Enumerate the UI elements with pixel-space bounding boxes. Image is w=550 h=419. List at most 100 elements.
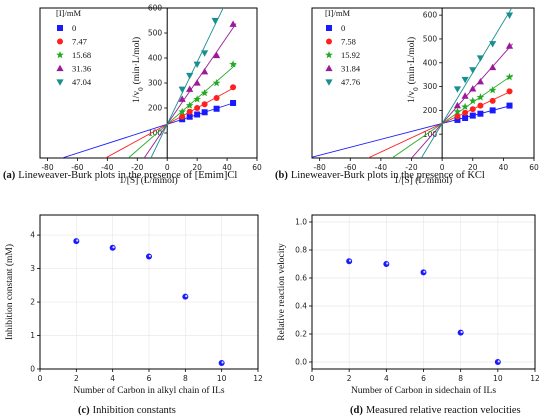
data-point [489, 97, 496, 104]
y-tick-label: 400 [423, 58, 438, 67]
data-point [476, 78, 485, 85]
caption-letter: (d) [350, 405, 363, 416]
x-axis-label: Number of Carbon in sidechain of ILs [351, 385, 496, 396]
legend-label: 15.68 [72, 50, 91, 60]
legend-marker [57, 25, 63, 31]
fit-line-4 [150, 8, 224, 158]
data-point [454, 116, 461, 123]
data-point-highlight [221, 361, 224, 364]
caption-text: Measured relative reaction velocities [366, 405, 521, 416]
fit-line-4 [420, 8, 513, 158]
data-point [178, 107, 186, 115]
data-point [186, 113, 193, 120]
legend-marker [56, 64, 64, 72]
y-tick-label: 100 [423, 130, 438, 139]
x-axis-label: Number of Carbon in alkyl chain of ILs [73, 385, 224, 396]
x-tick-label: 2 [347, 374, 352, 383]
data-point [179, 113, 186, 120]
x-tick-label: 4 [110, 374, 115, 383]
x-tick-label: -80 [41, 163, 53, 172]
x-tick-label: 20 [192, 163, 202, 172]
y-tick-label: 0.0 [295, 358, 307, 367]
x-tick-label: 8 [458, 374, 463, 383]
legend-title: [I]/mM [325, 8, 350, 18]
data-point [469, 85, 477, 92]
data-point [476, 93, 485, 101]
data-point [194, 111, 201, 118]
legend: [I]/mM 0 7.58 15.92 31.84 47.76 [325, 8, 361, 87]
data-point [194, 105, 201, 111]
data-point [489, 41, 497, 48]
x-axis-label: 1/[S] (L/mmol) [119, 175, 177, 186]
x-tick-label: -40 [375, 163, 387, 172]
data-point [461, 102, 469, 111]
data-point [178, 95, 186, 102]
y-tick-label: 300 [148, 79, 163, 88]
data-point [462, 109, 469, 116]
x-tick-label: 10 [493, 374, 503, 383]
legend-marker [56, 79, 64, 86]
data-point-highlight [148, 254, 151, 258]
data-point [488, 86, 497, 94]
data-point-highlight [497, 360, 500, 363]
y-axis-label-sub: 0 [412, 87, 420, 91]
data-point [469, 67, 477, 74]
data-point-highlight [386, 262, 389, 265]
y-tick-label: 0.4 [295, 302, 307, 311]
data-point [476, 55, 485, 62]
data-point [506, 102, 513, 109]
data-point [453, 101, 462, 109]
y-tick-label: 200 [423, 106, 438, 115]
x-tick-label: 2 [74, 374, 79, 383]
x-tick-label: 20 [468, 163, 478, 172]
y-tick-label: 300 [423, 82, 438, 91]
legend-label: 31.36 [72, 64, 91, 74]
y-tick-label: 1.0 [295, 218, 307, 227]
data-point [211, 17, 219, 25]
legend-label: 0 [72, 23, 76, 33]
y-axis-label: Inhibition constant (mM) [4, 244, 15, 340]
data-point [193, 61, 201, 69]
x-tick-label: -60 [71, 163, 83, 172]
x-tick-label: 0 [165, 163, 170, 172]
data-point [186, 108, 193, 115]
data-point [201, 50, 209, 57]
data-point [453, 107, 462, 115]
plot-frame [311, 7, 535, 159]
data-point [201, 67, 209, 75]
data-point-highlight [185, 294, 188, 298]
y-axis-label-unit: (min·L/mol) [131, 37, 142, 85]
fit-line-2 [391, 74, 513, 158]
y-tick-label: 500 [423, 35, 438, 44]
x-tick-label: 60 [252, 163, 262, 172]
y-tick-label: 400 [148, 54, 163, 63]
legend: [I]/mM 0 7.47 15.68 31.36 47.04 [56, 8, 92, 87]
data-point [454, 113, 461, 120]
caption-letter: (c) [78, 405, 90, 416]
x-tick-label: 6 [421, 374, 426, 383]
caption-letter: (a) [3, 170, 16, 181]
y-axis-label: 1/v0 (min·L/mol) [131, 37, 145, 103]
legend-marker [325, 51, 333, 59]
panel-b: -80 -60 -40 -20 0 20 40 60 100 200 300 400 500 600 [I]… [275, 7, 539, 186]
legend-marker [326, 38, 332, 45]
data-point [212, 79, 221, 87]
data-point-highlight [112, 246, 115, 249]
y-tick-label: 100 [148, 129, 163, 138]
y-axis-label-sub: 0 [137, 87, 145, 91]
legend-marker [57, 38, 63, 45]
y-axis-label-main: 1/v [132, 91, 142, 103]
x-tick-label: -80 [314, 163, 326, 172]
x-tick-label: 40 [499, 163, 509, 172]
y-tick-label: 600 [148, 4, 163, 13]
panel-caption: (b) Lineweaver-Burk plots in the presence… [275, 170, 485, 181]
data-point [229, 20, 237, 27]
legend-marker [326, 25, 332, 31]
data-point [186, 85, 194, 92]
data-point [229, 60, 237, 68]
y-axis-label: Relative reaction velocity [277, 243, 287, 341]
y-tick-label: 600 [423, 11, 438, 20]
data-point [468, 96, 477, 105]
data-point [505, 42, 514, 49]
